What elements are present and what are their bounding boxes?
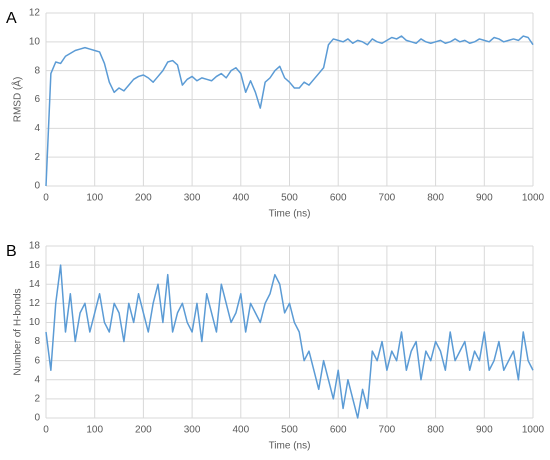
y-tick-label: 4 xyxy=(34,374,40,385)
x-tick-label: 0 xyxy=(43,425,49,436)
x-tick-label: 100 xyxy=(86,193,103,204)
x-tick-label: 0 xyxy=(43,193,49,204)
y-tick-label: 0 xyxy=(34,181,40,192)
x-tick-label: 800 xyxy=(427,193,444,204)
y-tick-label: 4 xyxy=(34,123,40,134)
y-tick-label: 2 xyxy=(34,394,40,405)
y-tick-label: 18 xyxy=(29,241,41,252)
x-tick-label: 900 xyxy=(476,193,493,204)
x-tick-label: 900 xyxy=(476,425,493,436)
y-tick-label: 10 xyxy=(29,36,41,47)
x-tick-label: 300 xyxy=(184,193,201,204)
y-tick-label: 0 xyxy=(34,413,40,424)
x-tick-label: 1000 xyxy=(522,425,545,436)
y-tick-label: 12 xyxy=(29,8,41,19)
y-tick-label: 12 xyxy=(29,298,41,309)
x-tick-label: 200 xyxy=(135,193,152,204)
x-axis-label: Time (ns) xyxy=(269,209,311,220)
x-axis-label: Time (ns) xyxy=(269,441,311,452)
x-tick-label: 400 xyxy=(232,193,249,204)
y-tick-label: 14 xyxy=(29,279,41,290)
data-line xyxy=(45,264,534,419)
x-tick-label: 500 xyxy=(281,193,298,204)
x-tick-label: 700 xyxy=(379,425,396,436)
x-tick-label: 400 xyxy=(232,425,249,436)
y-tick-label: 10 xyxy=(29,317,41,328)
x-tick-label: 800 xyxy=(427,425,444,436)
data-line xyxy=(45,35,534,187)
y-tick-label: 6 xyxy=(34,355,40,366)
x-tick-label: 600 xyxy=(330,193,347,204)
x-tick-label: 1000 xyxy=(522,193,545,204)
y-tick-label: 8 xyxy=(34,65,40,76)
x-tick-label: 100 xyxy=(86,425,103,436)
y-tick-label: 6 xyxy=(34,94,40,105)
x-tick-label: 700 xyxy=(379,193,396,204)
x-tick-label: 600 xyxy=(330,425,347,436)
y-axis-label: RMSD (Å) xyxy=(11,77,24,123)
panel-label: B xyxy=(6,243,17,260)
x-tick-label: 300 xyxy=(184,425,201,436)
y-tick-label: 8 xyxy=(34,336,40,347)
x-tick-label: 200 xyxy=(135,425,152,436)
x-tick-label: 500 xyxy=(281,425,298,436)
y-tick-label: 2 xyxy=(34,152,40,163)
panel-label: A xyxy=(6,10,17,27)
y-tick-label: 16 xyxy=(29,260,41,271)
y-axis-label: Number of H-bonds xyxy=(13,288,24,375)
